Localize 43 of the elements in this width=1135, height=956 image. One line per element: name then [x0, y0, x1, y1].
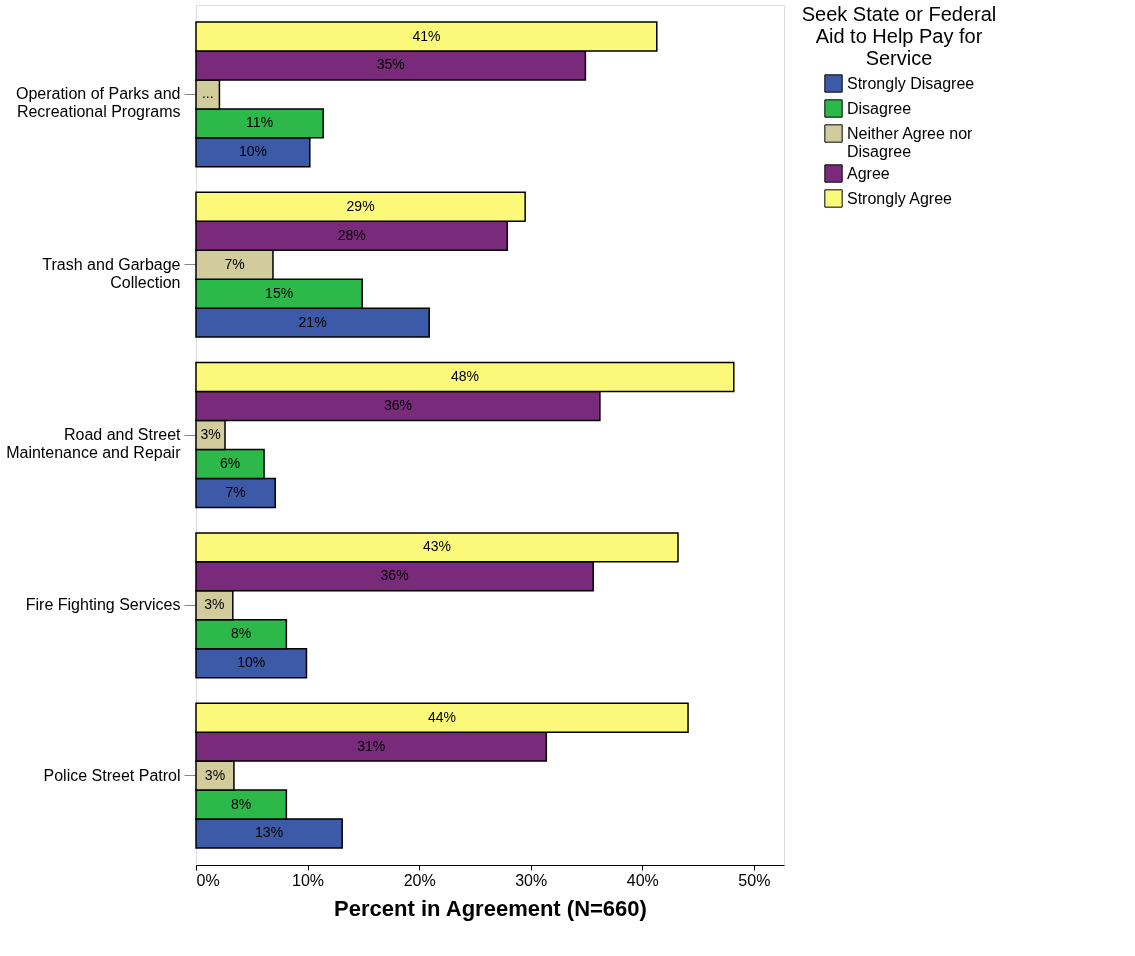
y-tick-label: Operation of Parks and Recreational Programs [15, 85, 181, 121]
legend-label: Agree [847, 164, 890, 182]
y-tick-label: Road and Street Maintenance and Repair [6, 426, 182, 461]
x-axis-title: Percent in Agreement (N=660) [334, 895, 647, 921]
data-label: 8% [231, 625, 252, 642]
legend-label: Disagree [847, 99, 912, 117]
legend-title: Seek State or Federal Aid to Help Pay for Service [801, 3, 997, 69]
y-tick-label: Police Street Patrol [43, 766, 181, 784]
data-label: 6% [219, 454, 241, 471]
y-tick-label: Trash and Garbage Collection [42, 255, 181, 291]
data-label: 3% [204, 596, 225, 613]
data-label: 36% [383, 397, 412, 414]
legend-label: Neither Agree nor Disagree [847, 124, 974, 160]
x-tick-label: 0% [196, 871, 220, 889]
x-tick-label: 10% [292, 871, 325, 889]
data-label: 8% [231, 795, 252, 812]
x-tick-label: 20% [403, 871, 436, 889]
data-label: ... [201, 85, 214, 102]
data-label: 44% [428, 708, 457, 725]
data-label: 48% [450, 368, 479, 385]
data-label: 11% [246, 114, 274, 131]
data-label: 13% [255, 824, 284, 841]
legend-label: Strongly Disagree [847, 74, 975, 92]
data-label: 29% [346, 197, 375, 214]
y-tick-label: Fire Fighting Services [25, 596, 181, 614]
data-label: 7% [225, 483, 246, 500]
x-tick-label: 30% [515, 871, 548, 889]
data-label: 7% [224, 255, 245, 272]
data-label: 41% [412, 27, 441, 44]
x-tick-label: 50% [738, 871, 771, 889]
data-label: 3% [204, 766, 226, 783]
data-label: 15% [265, 284, 294, 301]
data-label: 21% [298, 313, 327, 330]
legend-label: Strongly Agree [847, 189, 953, 207]
data-label: 28% [337, 226, 366, 243]
data-label: 35% [376, 56, 405, 73]
data-label: 10% [237, 654, 266, 671]
data-label: 43% [422, 538, 452, 555]
data-label: 36% [380, 567, 409, 584]
x-tick-label: 40% [626, 871, 659, 889]
data-label: 10% [238, 143, 267, 160]
data-label: 3% [200, 426, 221, 442]
data-label: 31% [357, 737, 386, 754]
